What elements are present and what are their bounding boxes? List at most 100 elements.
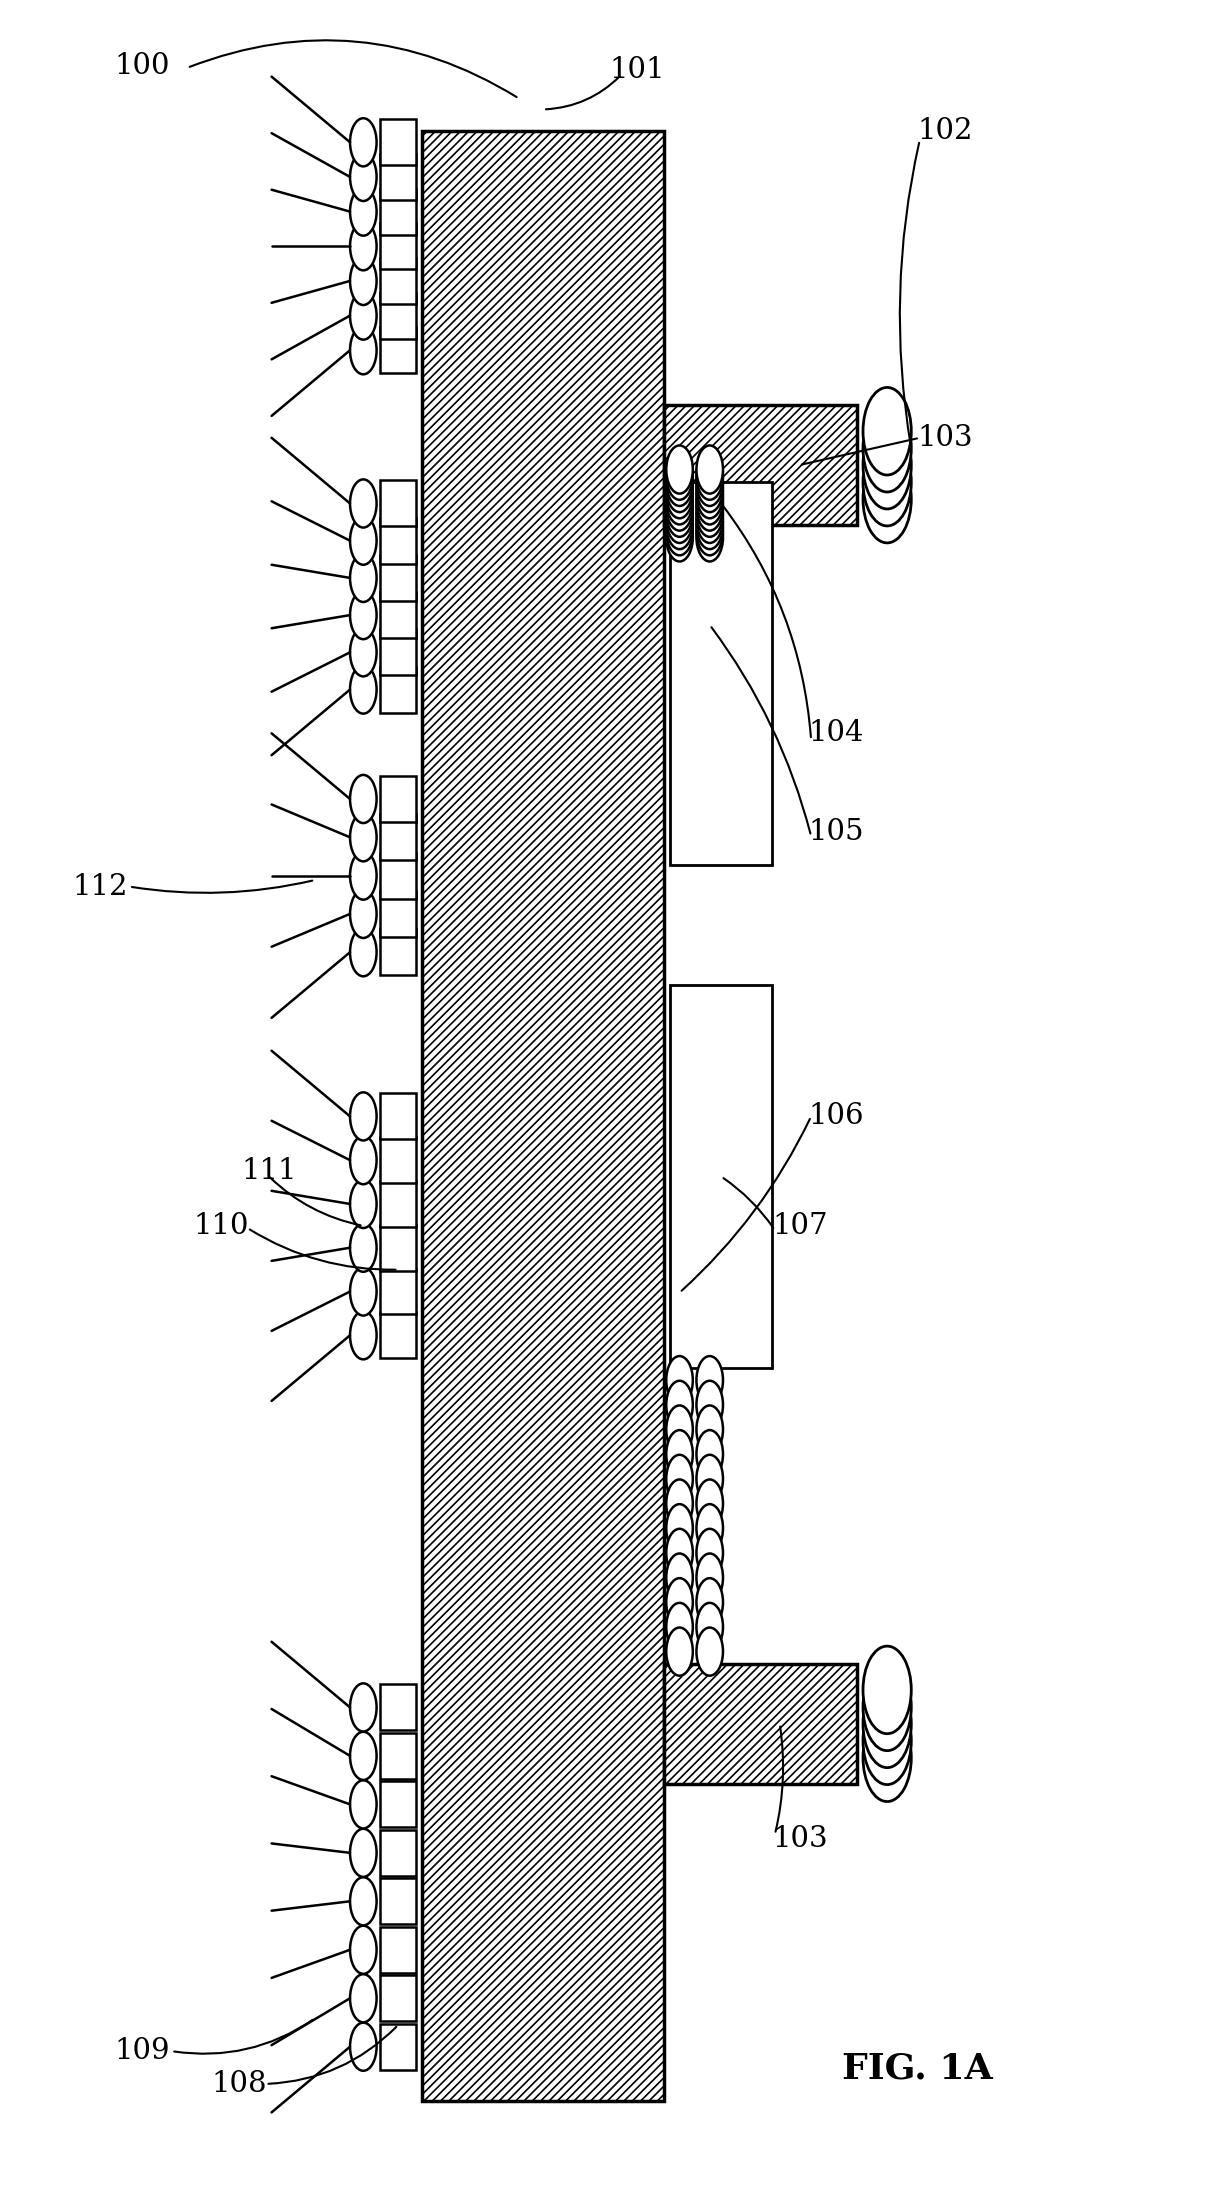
Circle shape xyxy=(350,291,377,339)
Circle shape xyxy=(350,1092,377,1140)
Circle shape xyxy=(350,591,377,639)
Circle shape xyxy=(863,438,911,525)
Text: 109: 109 xyxy=(115,2038,170,2064)
Circle shape xyxy=(350,1974,377,2023)
Circle shape xyxy=(696,477,723,525)
Circle shape xyxy=(350,1180,377,1228)
Text: 112: 112 xyxy=(72,873,128,900)
Circle shape xyxy=(696,501,723,549)
Circle shape xyxy=(350,891,377,937)
Circle shape xyxy=(666,508,693,556)
Circle shape xyxy=(350,1878,377,1926)
Text: 110: 110 xyxy=(193,1213,249,1239)
Circle shape xyxy=(350,1683,377,1731)
Bar xyxy=(670,482,772,865)
Circle shape xyxy=(666,1456,693,1504)
Bar xyxy=(380,293,416,339)
Circle shape xyxy=(696,1429,723,1478)
Circle shape xyxy=(350,188,377,236)
Bar xyxy=(664,405,857,525)
Circle shape xyxy=(666,1528,693,1576)
Circle shape xyxy=(863,1696,911,1784)
Circle shape xyxy=(863,1664,911,1751)
Circle shape xyxy=(696,451,723,499)
Circle shape xyxy=(350,153,377,201)
Bar xyxy=(380,1686,416,1729)
Bar xyxy=(380,1878,416,1924)
Bar xyxy=(380,852,416,897)
Circle shape xyxy=(696,1480,723,1528)
Text: 100: 100 xyxy=(115,53,170,79)
Circle shape xyxy=(666,1629,693,1677)
Circle shape xyxy=(863,387,911,475)
Bar xyxy=(380,153,416,199)
Circle shape xyxy=(696,1528,723,1576)
Text: 101: 101 xyxy=(610,57,665,83)
Bar xyxy=(380,1734,416,1780)
Circle shape xyxy=(696,1355,723,1405)
Bar xyxy=(380,1311,416,1357)
Bar xyxy=(380,2023,416,2071)
Bar xyxy=(380,258,416,304)
Circle shape xyxy=(350,665,377,714)
Circle shape xyxy=(863,1681,911,1769)
Circle shape xyxy=(666,458,693,506)
Bar xyxy=(380,628,416,674)
Circle shape xyxy=(696,1504,723,1552)
Circle shape xyxy=(696,1405,723,1453)
Circle shape xyxy=(863,455,911,543)
Bar xyxy=(380,1138,416,1182)
Text: FIG. 1A: FIG. 1A xyxy=(842,2051,992,2086)
Circle shape xyxy=(696,471,723,519)
Bar xyxy=(422,131,664,2101)
Bar xyxy=(380,188,416,234)
Circle shape xyxy=(350,1136,377,1184)
Circle shape xyxy=(350,2023,377,2071)
Circle shape xyxy=(696,447,723,495)
Circle shape xyxy=(666,1381,693,1429)
Circle shape xyxy=(666,1355,693,1405)
Bar xyxy=(380,591,416,637)
Circle shape xyxy=(350,1780,377,1828)
Circle shape xyxy=(350,517,377,565)
Bar xyxy=(380,1267,416,1313)
Circle shape xyxy=(696,1554,723,1602)
Circle shape xyxy=(350,554,377,602)
Bar xyxy=(380,223,416,269)
Circle shape xyxy=(666,495,693,543)
Circle shape xyxy=(350,223,377,271)
Circle shape xyxy=(666,1405,693,1453)
Circle shape xyxy=(863,1646,911,1734)
Circle shape xyxy=(666,1554,693,1602)
Circle shape xyxy=(666,1429,693,1478)
Circle shape xyxy=(696,488,723,536)
Text: 108: 108 xyxy=(211,2071,267,2097)
Text: 111: 111 xyxy=(241,1158,297,1184)
Circle shape xyxy=(666,1480,693,1528)
Circle shape xyxy=(696,464,723,512)
Text: 103: 103 xyxy=(772,1826,828,1852)
Circle shape xyxy=(696,1602,723,1651)
Bar xyxy=(380,479,416,525)
Circle shape xyxy=(350,775,377,823)
Text: 107: 107 xyxy=(772,1213,828,1239)
Text: 105: 105 xyxy=(809,819,864,845)
Circle shape xyxy=(350,118,377,166)
Circle shape xyxy=(350,628,377,676)
Bar xyxy=(380,1226,416,1270)
Circle shape xyxy=(666,488,693,536)
Circle shape xyxy=(696,458,723,506)
Bar xyxy=(664,1664,857,1784)
Circle shape xyxy=(696,495,723,543)
Circle shape xyxy=(350,852,377,900)
Bar xyxy=(380,1926,416,1972)
Circle shape xyxy=(696,482,723,530)
Text: 102: 102 xyxy=(917,118,973,144)
Bar xyxy=(380,1094,416,1140)
Bar xyxy=(380,775,416,821)
Circle shape xyxy=(696,1381,723,1429)
Circle shape xyxy=(666,1504,693,1552)
Bar xyxy=(380,665,416,711)
Bar xyxy=(380,814,416,860)
Circle shape xyxy=(350,326,377,374)
